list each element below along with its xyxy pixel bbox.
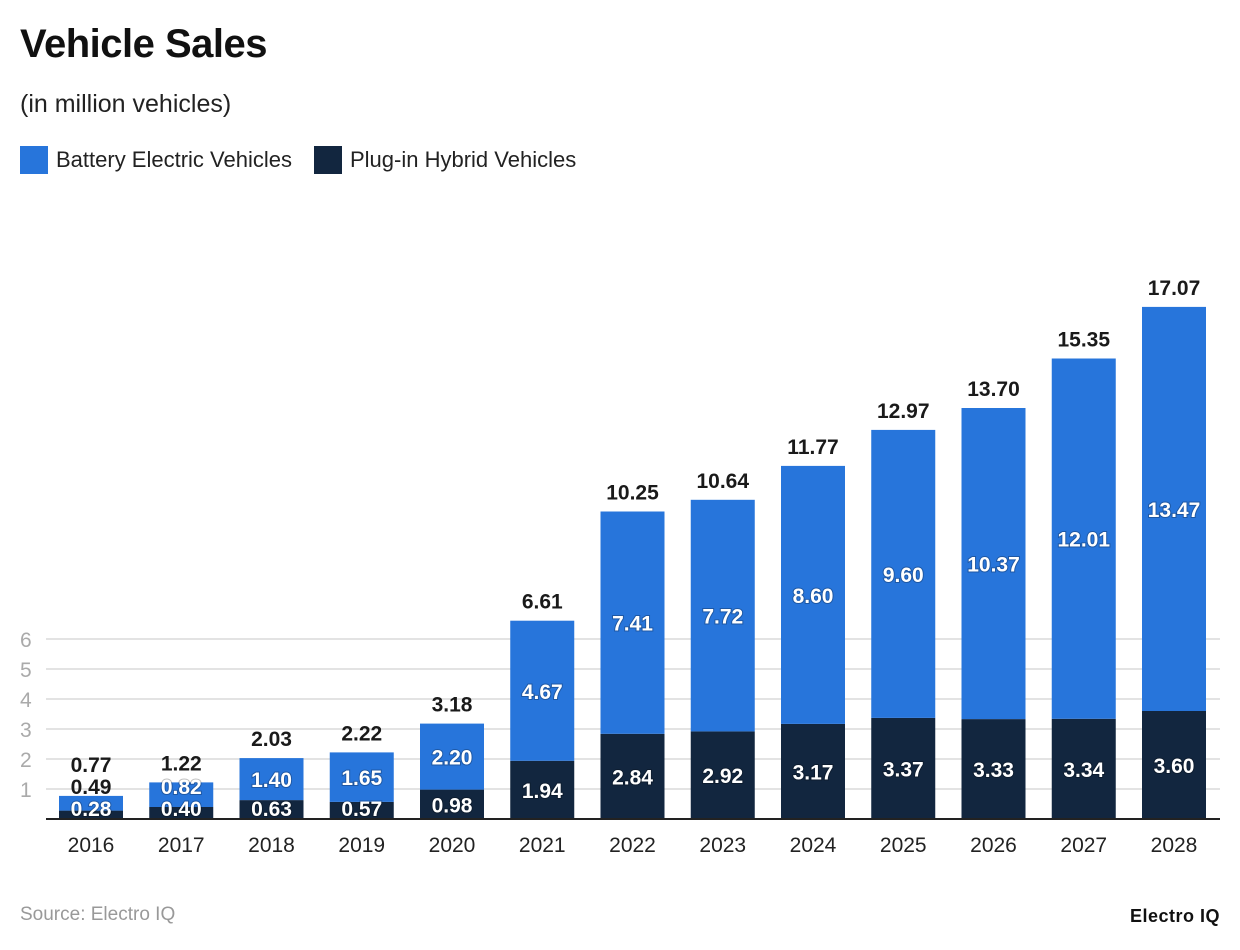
bar-bev [1142, 306, 1206, 711]
legend-item-phev: Plug-in Hybrid Vehicles [313, 146, 577, 174]
y-tick-label: 1 [20, 779, 32, 802]
x-tick-label: 2026 [970, 834, 1017, 857]
x-tick-label: 2016 [68, 834, 115, 857]
data-label-phev: 2.92 [702, 765, 743, 788]
data-label-total: 10.64 [696, 470, 749, 493]
legend-swatch-phev [313, 146, 342, 174]
data-label-phev: 0.98 [432, 794, 473, 817]
x-tick-label: 2028 [1151, 834, 1198, 857]
y-tick-label: 6 [20, 629, 32, 652]
legend-label-phev: Plug-in Hybrid Vehicles [349, 147, 577, 172]
bar-phev [600, 733, 665, 819]
data-label-bev: 2.20 [432, 747, 473, 770]
data-label-bev: 1.65 [341, 767, 382, 790]
data-label-phev: 1.94 [522, 780, 563, 803]
bar-bev [239, 758, 304, 801]
source-note: Source: Electro IQ [20, 904, 176, 925]
data-label-bev: 8.60 [793, 585, 834, 608]
legend-item-bev: Battery Electric Vehicles [20, 146, 292, 174]
x-tick-label: 2025 [880, 834, 927, 857]
data-label-total: 3.18 [432, 694, 473, 717]
x-tick-label: 2018 [248, 834, 295, 857]
data-label-bev: 12.01 [1057, 529, 1110, 552]
bar-phev [1051, 718, 1116, 819]
data-label-total: 1.22 [161, 752, 202, 775]
y-tick-label: 3 [20, 719, 32, 742]
data-label-phev: 3.60 [1154, 755, 1195, 778]
data-label-bev: 7.72 [702, 606, 743, 629]
bar-phev [420, 789, 484, 819]
data-label-bev: 0.82 [161, 776, 202, 799]
data-label-phev: 3.33 [973, 759, 1014, 782]
data-label-phev: 3.37 [883, 758, 924, 781]
bar-bev [420, 723, 484, 790]
bar-phev [510, 760, 575, 819]
x-tick-label: 2021 [519, 834, 566, 857]
data-label-total: 2.03 [251, 728, 292, 751]
bar-bev [871, 429, 936, 718]
bar-phev [871, 717, 936, 819]
y-tick-label: 2 [20, 749, 32, 772]
bar-bev [59, 795, 123, 811]
bar-phev [239, 800, 304, 819]
bar-bev [1051, 358, 1116, 719]
bar-phev [690, 731, 755, 819]
x-tick-label: 2023 [699, 834, 746, 857]
bar-bev [781, 465, 845, 724]
data-label-bev: 13.47 [1148, 499, 1201, 522]
x-tick-label: 2017 [158, 834, 205, 857]
data-label-phev: 3.34 [1063, 759, 1104, 782]
x-tick-label: 2024 [790, 834, 837, 857]
data-label-total: 0.77 [71, 754, 112, 777]
data-label-total: 12.97 [877, 400, 930, 423]
data-label-bev: 10.37 [967, 554, 1020, 577]
data-label-phev: 0.57 [341, 798, 382, 821]
x-tick-label: 2027 [1060, 834, 1107, 857]
bar-bev [510, 620, 575, 761]
bar-bev [329, 752, 394, 802]
bar-phev [961, 719, 1026, 819]
bar-bev [690, 499, 755, 732]
data-label-total: 11.77 [787, 436, 838, 459]
data-label-phev: 0.28 [71, 798, 112, 821]
legend-swatch-bev [20, 146, 48, 174]
data-label-total: 10.25 [606, 482, 659, 505]
bar-phev [329, 801, 394, 819]
data-label-phev: 0.63 [251, 798, 292, 821]
x-tick-label: 2020 [429, 834, 476, 857]
data-label-bev: 1.40 [251, 769, 292, 792]
data-label-phev: 3.17 [793, 761, 834, 784]
bar-phev [1142, 711, 1206, 819]
legend-label-bev: Battery Electric Vehicles [56, 147, 292, 172]
data-label-total: 15.35 [1057, 329, 1110, 352]
bar-phev [149, 807, 214, 819]
chart-title: Vehicle Sales [20, 22, 268, 66]
data-label-phev: 0.40 [161, 798, 202, 821]
electro-iq-logo: Electro IQ [1129, 906, 1220, 926]
data-label-phev: 2.84 [612, 766, 653, 789]
bar-bev [149, 782, 214, 807]
data-label-bev: 4.67 [522, 681, 563, 704]
x-tick-label: 2019 [338, 834, 385, 857]
bar-bev [961, 408, 1026, 720]
data-label-total: 17.07 [1148, 277, 1201, 300]
x-tick-label: 2022 [609, 834, 656, 857]
bar-phev [59, 810, 123, 819]
data-label-bev: 0.49 [71, 776, 112, 799]
data-label-total: 2.22 [341, 722, 382, 745]
bar-phev [781, 723, 845, 819]
y-tick-label: 5 [20, 659, 32, 682]
legend: Battery Electric Vehicles Plug-in Hybrid… [20, 146, 576, 174]
data-label-total: 6.61 [522, 591, 563, 614]
y-tick-label: 4 [20, 689, 32, 712]
data-label-bev: 9.60 [883, 564, 924, 587]
chart-subtitle: (in million vehicles) [20, 90, 232, 118]
data-label-total: 13.70 [967, 378, 1020, 401]
data-label-bev: 7.41 [612, 613, 653, 636]
bar-bev [600, 511, 665, 734]
